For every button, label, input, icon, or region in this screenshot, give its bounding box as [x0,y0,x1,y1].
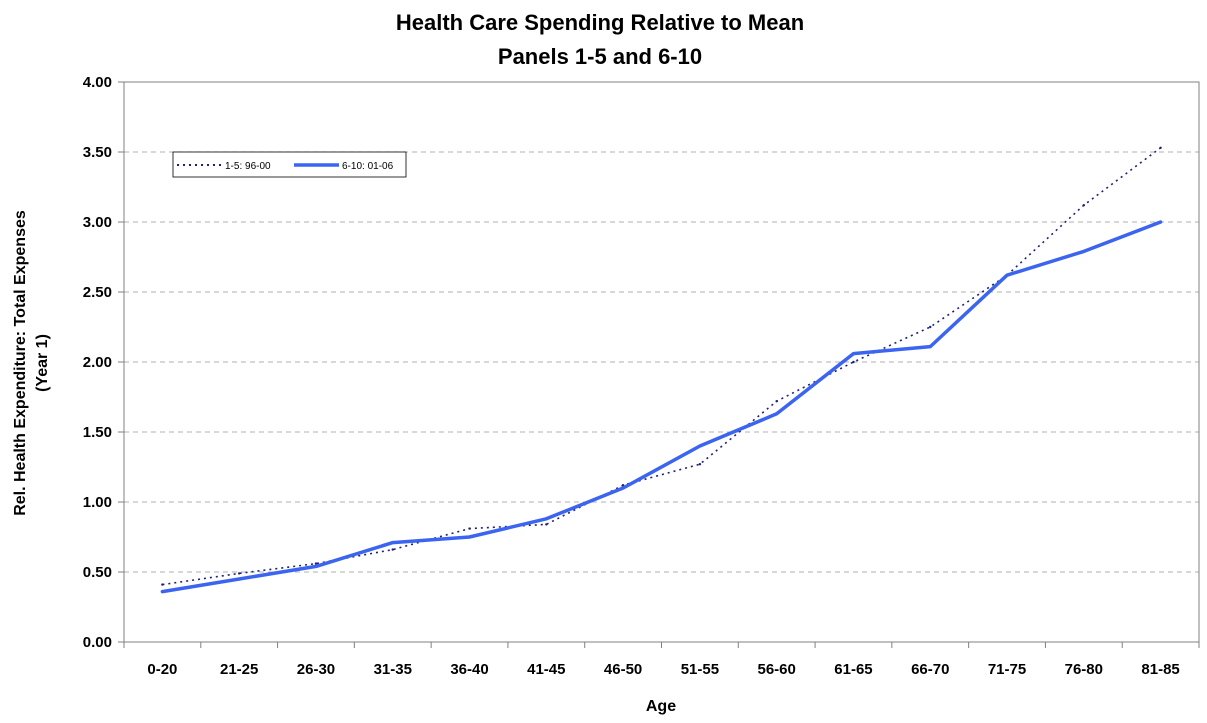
x-axis-label: Age [646,698,676,715]
data-point-series-1 [237,572,241,575]
x-axis-ticks [123,642,1200,648]
x-tick-label: 0-20 [147,661,177,678]
x-tick-label: 31-35 [374,661,412,678]
data-point-series-2 [237,577,241,581]
y-axis-label-line-2: (Year 1) [34,334,51,392]
y-tick-label: 2.50 [83,284,112,301]
y-tick-label: 0.00 [83,634,112,651]
data-point-series-2 [698,444,702,448]
data-point-series-1 [852,360,855,364]
x-tick-label: 21-25 [220,661,258,678]
y-axis-label-line-1: Rel. Health Expenditure: Total Expenses [12,210,29,516]
legend-label-series-2: 6-10: 01-06 [342,161,394,172]
legend-label-series-1: 1-5: 96-00 [225,161,271,172]
x-tick-label: 71-75 [988,661,1026,678]
data-point-series-1 [391,548,394,551]
x-tick-label: 36-40 [450,661,488,678]
data-point-series-2 [1005,274,1009,277]
data-point-series-1 [468,527,471,530]
x-tick-label: 81-85 [1141,661,1179,678]
series-line-2 [160,220,1163,594]
data-point-series-1 [545,523,548,526]
data-point-series-2 [852,352,855,355]
data-point-series-2 [1082,250,1086,253]
data-point-series-2 [1159,220,1162,224]
y-tick-label: 1.50 [83,424,112,441]
x-tick-label: 61-65 [834,661,872,678]
x-tick-label: 76-80 [1065,661,1103,678]
y-tick-label: 2.00 [83,354,112,371]
chart-title-line-2: Panels 1-5 and 6-10 [498,44,702,69]
data-point-series-1 [775,400,778,403]
data-point-series-1 [698,463,702,466]
x-tick-label: 51-55 [681,661,719,678]
x-tick-label: 66-70 [911,661,949,678]
x-tick-label: 26-30 [297,661,335,678]
data-point-series-2 [161,590,164,593]
data-point-series-2 [391,541,394,544]
data-point-series-2 [775,412,778,415]
series-line-1 [162,147,1162,586]
data-point-series-1 [929,325,932,329]
y-tick-label: 4.00 [83,74,112,91]
data-point-series-2 [929,345,932,348]
y-axis-tick-labels: 0.00 0.50 1.00 1.50 2.00 2.50 3.00 3.50 4.00 [83,74,124,651]
data-point-series-1 [314,562,318,565]
series-lines [160,146,1163,594]
data-point-series-2 [545,517,548,520]
x-tick-label: 56-60 [757,661,795,678]
chart-title-line-1: Health Care Spending Relative to Mean [396,10,804,35]
data-point-series-1 [1082,204,1086,207]
x-axis-tick-labels: 0-20 21-25 26-30 31-35 36-40 41-45 46-50 51-55 5… [147,661,1179,678]
data-point-series-2 [468,535,471,539]
y-tick-label: 3.00 [83,214,112,231]
data-point-series-2 [314,565,318,568]
x-tick-label: 46-50 [604,661,642,678]
y-tick-label: 3.50 [83,144,112,161]
y-tick-label: 1.00 [83,494,112,511]
data-point-series-1 [1159,146,1162,149]
data-point-series-1 [161,583,164,586]
data-point-series-2 [621,486,625,490]
gridlines [124,151,1199,573]
legend: 1-5: 96-00 6-10: 01-06 [172,151,407,178]
x-tick-label: 41-45 [527,661,565,678]
legend-box [172,151,407,178]
y-tick-label: 0.50 [83,564,112,581]
